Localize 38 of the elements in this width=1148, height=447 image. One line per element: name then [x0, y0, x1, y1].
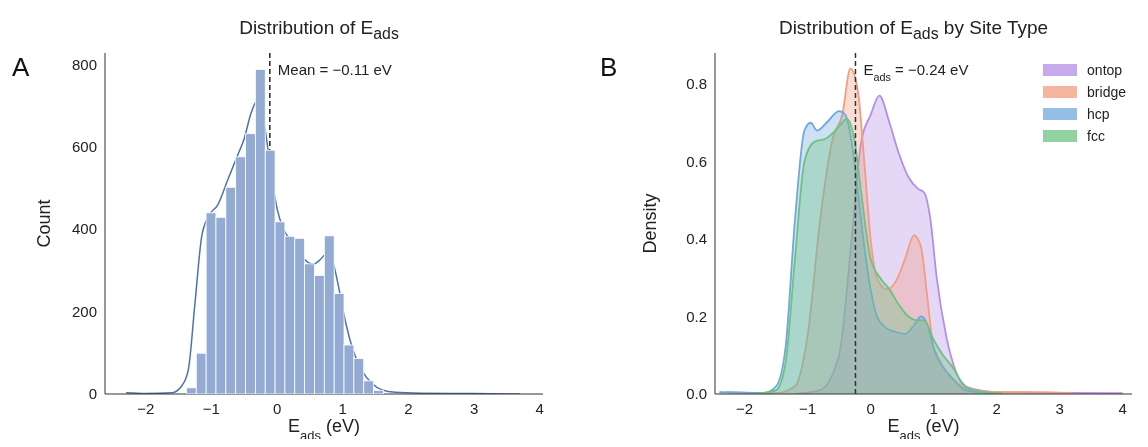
ref-line-label: Mean = −0.11 eV: [277, 61, 392, 78]
x-tick-label: −2: [736, 400, 754, 417]
y-axis-title: Density: [640, 193, 661, 254]
legend-label: bridge: [1087, 84, 1126, 100]
x-tick-label: 1: [338, 400, 347, 417]
y-tick-label: 0.8: [686, 75, 707, 92]
legend-label: ontop: [1087, 62, 1123, 78]
y-tick-label: 0.0: [686, 385, 707, 402]
x-tick-label: −1: [799, 400, 817, 417]
legend-label: hcp: [1087, 106, 1110, 122]
x-tick-label: 0: [272, 400, 282, 417]
y-tick-label: 0: [88, 385, 97, 402]
x-tick-label: 3: [1055, 400, 1064, 417]
y-tick-label: 0.6: [686, 152, 707, 170]
chart-title: Distribution of E$_{ads}$ by Site Type: [777, 16, 1050, 44]
text: B: [600, 52, 618, 83]
x-axis-title: E$_{ads}$ (eV): [887, 416, 960, 443]
text: A: [12, 52, 30, 83]
chart-title: Distribution of E$_{ads}$: [238, 16, 400, 44]
x-tick-label: 3: [469, 400, 479, 417]
x-tick-label: −2: [137, 400, 155, 417]
y-tick-label: 0.4: [686, 230, 707, 247]
x-tick-label: −1: [202, 400, 220, 417]
y-tick-label: 600: [71, 137, 97, 155]
x-axis-title: E$_{ads}$ (eV): [288, 416, 360, 443]
x-tick-label: 0: [866, 400, 875, 417]
y-tick-label: 200: [71, 302, 97, 320]
x-tick-label: 4: [1118, 400, 1127, 417]
x-tick-label: 1: [929, 400, 938, 417]
x-tick-label: 2: [992, 400, 1001, 417]
y-tick-label: 800: [71, 55, 97, 73]
y-tick-label: 0.2: [686, 307, 707, 325]
legend-label: fcc: [1087, 128, 1105, 144]
x-tick-label: 4: [535, 400, 544, 417]
y-axis-title: Count: [34, 199, 55, 248]
x-tick-label: 2: [404, 400, 413, 417]
ref-line-label: E$_{ads}$ = −0.24 eV: [863, 61, 969, 83]
y-tick-label: 400: [71, 220, 97, 238]
